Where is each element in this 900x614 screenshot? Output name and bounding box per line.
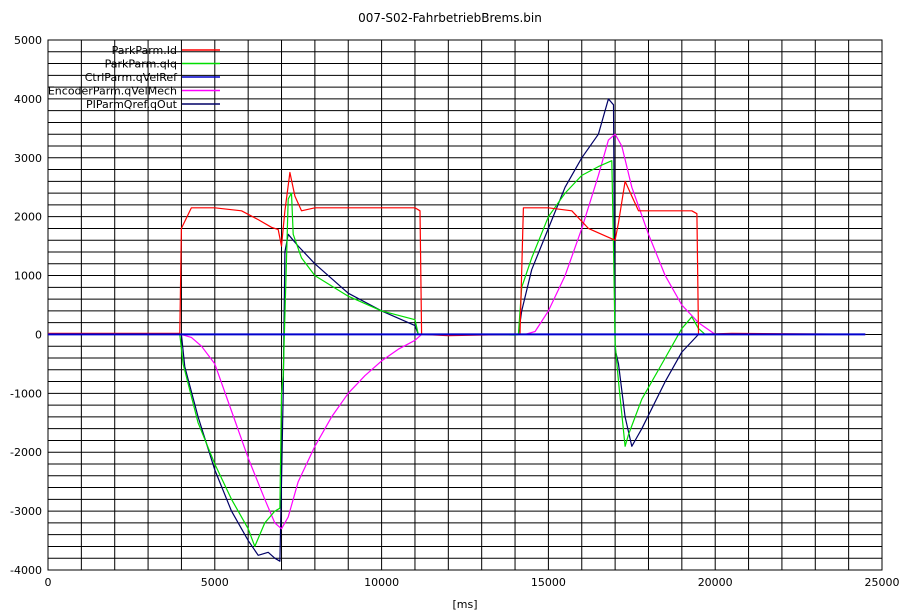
series-line-4 <box>48 98 866 562</box>
series-layer <box>48 98 866 562</box>
legend-label: CtrlParm.qVelRef <box>85 71 178 84</box>
tick-labels: 0 5000 10000 15000 20000 25000-4000-3000-2000… <box>10 34 899 589</box>
y-tick-label: 5000 <box>14 34 42 47</box>
y-tick-label: -4000 <box>10 564 42 577</box>
x-tick-label: 5000 <box>201 576 229 589</box>
grid <box>48 40 882 570</box>
x-tick-label: 0 <box>45 576 52 589</box>
y-tick-label: -3000 <box>10 505 42 518</box>
x-axis-label: [ms] <box>452 598 477 611</box>
y-tick-label: 0 <box>35 328 42 341</box>
legend-label: EncoderParm.qVelMech <box>48 85 177 98</box>
y-tick-label: -2000 <box>10 446 42 459</box>
x-tick-label: 15000 <box>531 576 566 589</box>
y-tick-label: 3000 <box>14 152 42 165</box>
x-tick-label: 20000 <box>698 576 733 589</box>
legend-label: ParkParm.Id <box>112 44 177 57</box>
series-line-3 <box>48 133 866 530</box>
y-tick-label: 1000 <box>14 270 42 283</box>
y-tick-label: 2000 <box>14 211 42 224</box>
plot-frame <box>47 39 883 571</box>
legend-label: ParkParm.qIq <box>105 58 177 71</box>
y-tick-label: -1000 <box>10 387 42 400</box>
x-tick-label: 10000 <box>364 576 399 589</box>
legend: ParkParm.IdParkParm.qIqCtrlParm.qVelRefE… <box>48 44 220 111</box>
y-tick-label: 4000 <box>14 93 42 106</box>
legend-label: PIParmQref.qOut <box>86 98 178 111</box>
series-line-1 <box>48 160 866 547</box>
chart-title: 007-S02-FahrbetriebBrems.bin <box>358 11 542 25</box>
x-tick-label: 25000 <box>865 576 900 589</box>
